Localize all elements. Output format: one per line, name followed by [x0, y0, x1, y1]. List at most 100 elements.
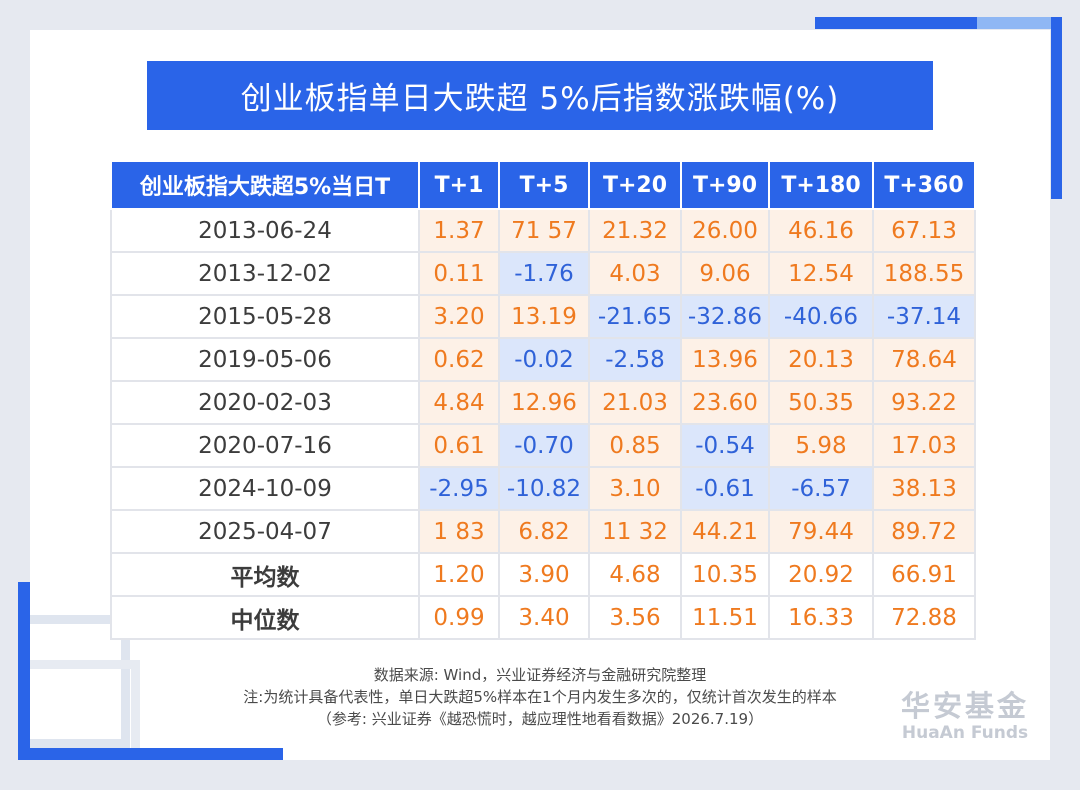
value-cell: 71 57	[498, 208, 590, 253]
decorative-top-bar	[815, 17, 977, 29]
table-row: 2013-06-24 1.37 71 57 21.32 26.00 46.16 67.13	[110, 208, 976, 253]
column-header-tplus1: T+1	[418, 160, 500, 210]
value-cell: 3.10	[588, 466, 682, 511]
value-cell: -0.02	[498, 337, 590, 382]
value-cell: 11 32	[588, 509, 682, 554]
value-cell: -2.58	[588, 337, 682, 382]
column-header-tplus360: T+360	[872, 160, 976, 210]
date-cell: 2025-04-07	[110, 509, 420, 554]
decorative-top-bar-light	[977, 17, 1057, 29]
table-row: 2024-10-09 -2.95 -10.82 3.10 -0.61 -6.57 38.13	[110, 466, 976, 511]
value-cell: 20.13	[768, 337, 874, 382]
brand-logo: 华安基金 HuaAn Funds	[890, 690, 1040, 744]
value-cell: 66.91	[872, 552, 976, 597]
value-cell: 20.92	[768, 552, 874, 597]
value-cell: 79.44	[768, 509, 874, 554]
footnotes: 数据来源: Wind，兴业证券经济与金融研究院整理 注:为统计具备代表性，单日大…	[160, 664, 920, 730]
value-cell: 4.84	[418, 380, 500, 425]
value-cell: -0.54	[680, 423, 770, 468]
value-cell: 23.60	[680, 380, 770, 425]
value-cell: 46.16	[768, 208, 874, 253]
date-cell: 2020-02-03	[110, 380, 420, 425]
column-header-tplus20: T+20	[588, 160, 682, 210]
value-cell: 3.56	[588, 595, 682, 640]
page-title: 创业板指单日大跌超 5%后指数涨跌幅(%)	[147, 61, 933, 130]
value-cell: 9.06	[680, 251, 770, 296]
reference-note: （参考: 兴业证券《越恐慌时，越应理性地看看数据》2026.7.19）	[316, 710, 764, 728]
table-header-row: 创业板指大跌超5%当日T T+1 T+5 T+20 T+90 T+180 T+360	[110, 160, 976, 210]
value-cell: 50.35	[768, 380, 874, 425]
column-header-date: 创业板指大跌超5%当日T	[110, 160, 420, 210]
column-header-tplus5: T+5	[498, 160, 590, 210]
value-cell: 0.61	[418, 423, 500, 468]
value-cell: 5.98	[768, 423, 874, 468]
value-cell: 3.90	[498, 552, 590, 597]
value-cell: 11.51	[680, 595, 770, 640]
value-cell: 17.03	[872, 423, 976, 468]
decorative-left-bar	[18, 582, 30, 758]
value-cell: 72.88	[872, 595, 976, 640]
column-header-tplus180: T+180	[768, 160, 874, 210]
value-cell: -32.86	[680, 294, 770, 339]
value-cell: 1.37	[418, 208, 500, 253]
value-cell: -6.57	[768, 466, 874, 511]
value-cell: -0.70	[498, 423, 590, 468]
date-cell: 2019-05-06	[110, 337, 420, 382]
value-cell: 3.20	[418, 294, 500, 339]
value-cell: 16.33	[768, 595, 874, 640]
method-note: 注:为统计具备代表性，单日大跌超5%样本在1个月内发生多次的，仅统计首次发生的样…	[243, 688, 837, 706]
table-row: 2015-05-28 3.20 13.19 -21.65 -32.86 -40.66 -37…	[110, 294, 976, 339]
value-cell: 21.03	[588, 380, 682, 425]
value-cell: 10.35	[680, 552, 770, 597]
table-row: 2020-07-16 0.61 -0.70 0.85 -0.54 5.98 17.03	[110, 423, 976, 468]
table-row: 2019-05-06 0.62 -0.02 -2.58 13.96 20.13 78.64	[110, 337, 976, 382]
summary-row: 平均数 1.20 3.90 4.68 10.35 20.92 66.91	[110, 552, 976, 597]
returns-table: 创业板指大跌超5%当日T T+1 T+5 T+20 T+90 T+180 T+360 201…	[110, 160, 976, 640]
value-cell: -10.82	[498, 466, 590, 511]
table-row: 2025-04-07 1 83 6.82 11 32 44.21 79.44 89.72	[110, 509, 976, 554]
value-cell: 6.82	[498, 509, 590, 554]
value-cell: -37.14	[872, 294, 976, 339]
logo-english-text: HuaAn Funds	[901, 723, 1029, 743]
value-cell: 12.96	[498, 380, 590, 425]
table-body: 2013-06-24 1.37 71 57 21.32 26.00 46.16 67.13 2…	[110, 208, 976, 640]
value-cell: 0.11	[418, 251, 500, 296]
summary-label-cell: 中位数	[110, 595, 420, 640]
column-header-tplus90: T+90	[680, 160, 770, 210]
value-cell: -40.66	[768, 294, 874, 339]
date-cell: 2020-07-16	[110, 423, 420, 468]
value-cell: 3.40	[498, 595, 590, 640]
summary-row: 中位数 0.99 3.40 3.56 11.51 16.33 72.88	[110, 595, 976, 640]
value-cell: 0.85	[588, 423, 682, 468]
logo-chinese-text: 华安基金	[900, 689, 1029, 723]
value-cell: -21.65	[588, 294, 682, 339]
summary-label-cell: 平均数	[110, 552, 420, 597]
value-cell: 67.13	[872, 208, 976, 253]
value-cell: 4.03	[588, 251, 682, 296]
value-cell: 188.55	[872, 251, 976, 296]
date-cell: 2013-12-02	[110, 251, 420, 296]
value-cell: 93.22	[872, 380, 976, 425]
date-cell: 2013-06-24	[110, 208, 420, 253]
value-cell: 21.32	[588, 208, 682, 253]
value-cell: 26.00	[680, 208, 770, 253]
value-cell: 4.68	[588, 552, 682, 597]
value-cell: 12.54	[768, 251, 874, 296]
value-cell: 1 83	[418, 509, 500, 554]
value-cell: 0.99	[418, 595, 500, 640]
value-cell: 44.21	[680, 509, 770, 554]
value-cell: -1.76	[498, 251, 590, 296]
value-cell: -0.61	[680, 466, 770, 511]
decorative-square-outline-2	[30, 660, 140, 750]
value-cell: 1.20	[418, 552, 500, 597]
table-row: 2013-12-02 0.11 -1.76 4.03 9.06 12.54 188.55	[110, 251, 976, 296]
date-cell: 2015-05-28	[110, 294, 420, 339]
value-cell: 13.19	[498, 294, 590, 339]
decorative-square-outline	[30, 615, 130, 748]
decorative-bottom-bar	[18, 748, 283, 760]
table-row: 2020-02-03 4.84 12.96 21.03 23.60 50.35 93.22	[110, 380, 976, 425]
value-cell: -2.95	[418, 466, 500, 511]
decorative-right-bar	[1051, 17, 1062, 199]
value-cell: 0.62	[418, 337, 500, 382]
value-cell: 13.96	[680, 337, 770, 382]
